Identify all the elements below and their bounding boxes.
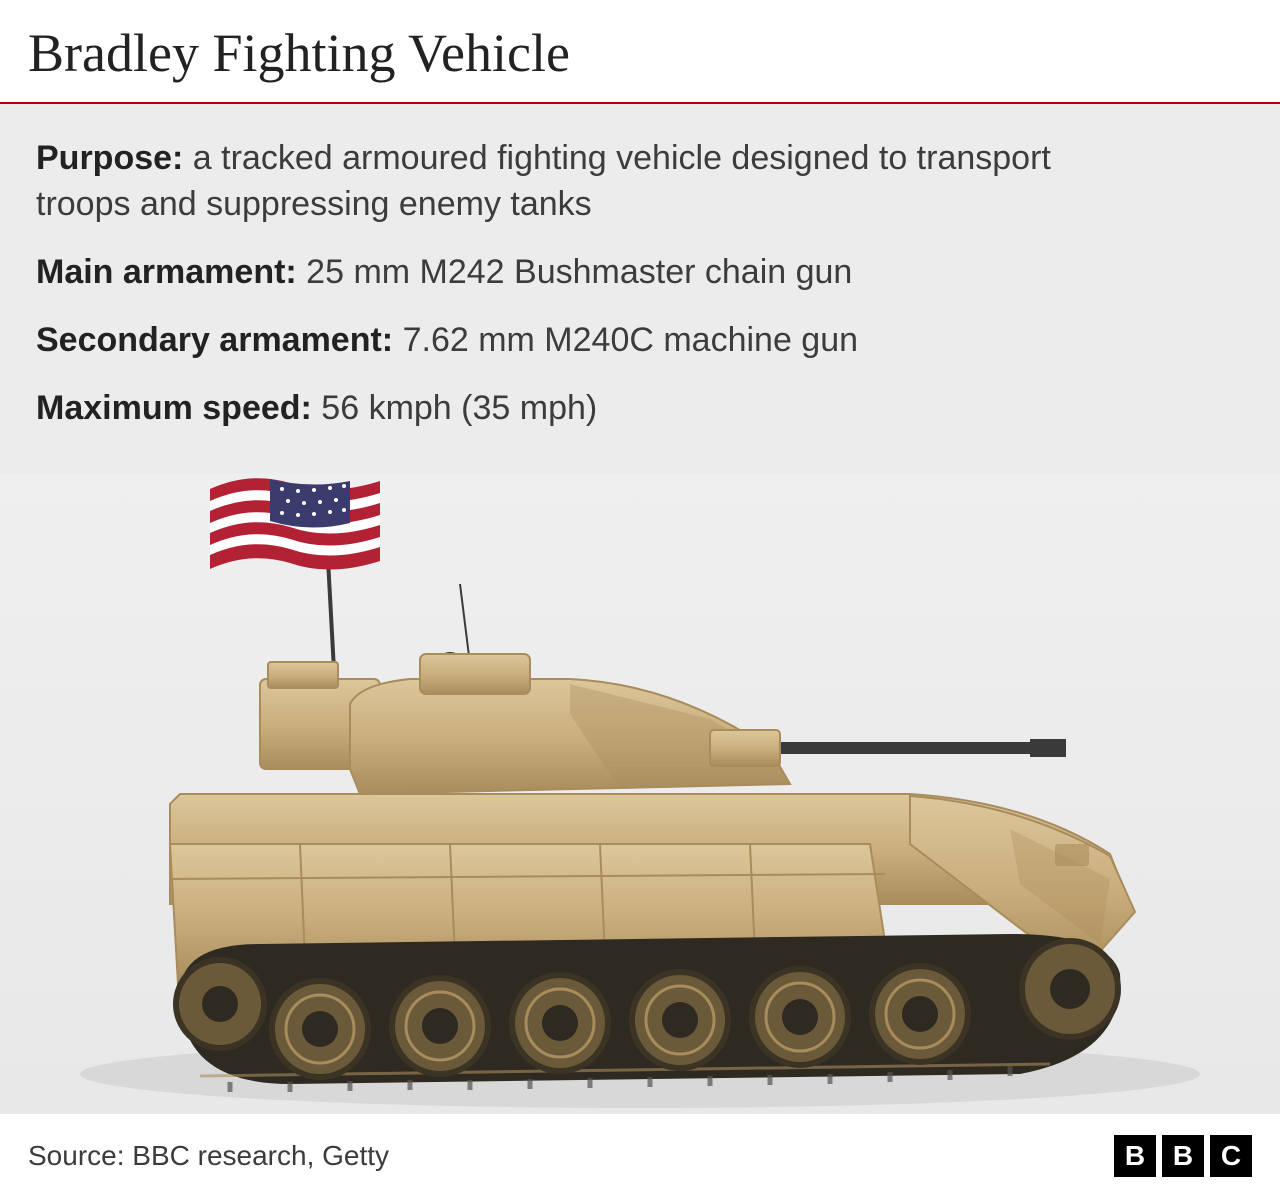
spec-value: 56 kmph (35 mph) [312, 389, 597, 427]
spec-label: Main armament: [36, 253, 297, 291]
bbc-logo-block: B [1114, 1135, 1156, 1177]
spec-max-speed: Maximum speed: 56 kmph (35 mph) [36, 386, 1136, 432]
spec-label: Purpose: [36, 139, 183, 177]
spec-main-armament: Main armament: 25 mm M242 Bushmaster cha… [36, 250, 1136, 296]
spec-label: Maximum speed: [36, 389, 312, 427]
spec-purpose: Purpose: a tracked armoured fighting veh… [36, 136, 1136, 228]
page-title: Bradley Fighting Vehicle [0, 0, 1280, 102]
bbc-logo: B B C [1114, 1135, 1252, 1177]
content-body: Purpose: a tracked armoured fighting veh… [0, 104, 1280, 1114]
spec-label: Secondary armament: [36, 321, 393, 359]
spec-value: 25 mm M242 Bushmaster chain gun [297, 253, 853, 291]
spec-secondary-armament: Secondary armament: 7.62 mm M240C machin… [36, 318, 1136, 364]
source-credit: Source: BBC research, Getty [28, 1140, 389, 1172]
spec-value: a tracked armoured fighting vehicle desi… [36, 139, 1051, 223]
infographic-card: Bradley Fighting Vehicle Purpose: a trac… [0, 0, 1280, 1188]
spec-value: 7.62 mm M240C machine gun [393, 321, 858, 359]
vehicle-illustration [0, 474, 1280, 1114]
bbc-logo-block: C [1210, 1135, 1252, 1177]
bbc-logo-block: B [1162, 1135, 1204, 1177]
footer-bar: Source: BBC research, Getty B B C [0, 1124, 1280, 1188]
vehicle-svg [0, 474, 1280, 1114]
